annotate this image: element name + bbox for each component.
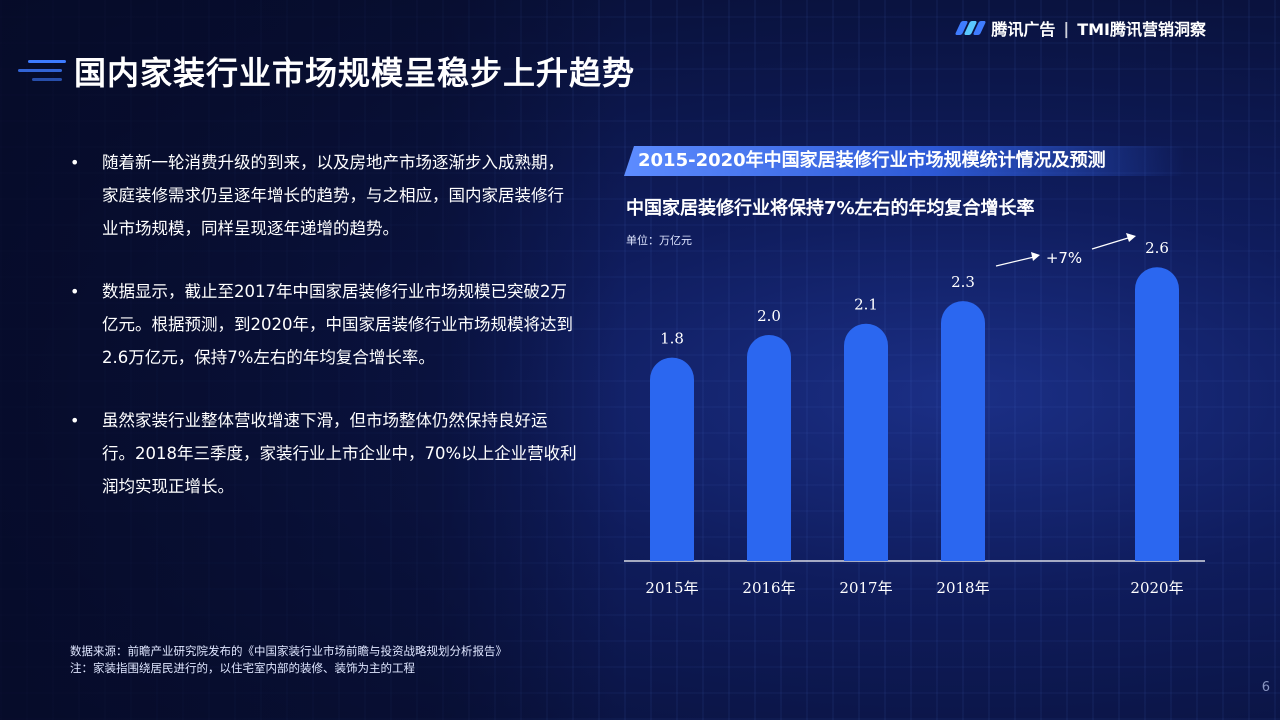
bar-value-label: 2.0	[757, 307, 781, 325]
bar-value-label: 1.8	[660, 330, 684, 348]
bullet-text: 数据显示，截止至2017年中国家居装修行业市场规模已突破2万亿元。根据预测，到2…	[102, 282, 573, 367]
page-title: 国内家装行业市场规模呈稳步上升趋势	[74, 54, 636, 92]
bullet-item: • 虽然家装行业整体营收增速下滑，但市场整体仍然保持良好运行。2018年三季度，…	[70, 404, 580, 503]
chart-title: 2015-2020年中国家居装修行业市场规模统计情况及预测	[638, 150, 1106, 171]
x-tick-label: 2020年	[1130, 579, 1183, 597]
bullet-text: 虽然家装行业整体营收增速下滑，但市场整体仍然保持良好运行。2018年三季度，家装…	[102, 411, 577, 496]
chart-unit-label: 单位：万亿元	[626, 234, 692, 247]
bar-value-label: 2.6	[1145, 239, 1169, 257]
growth-arrow-head-2	[1126, 233, 1136, 242]
bullet-marker: •	[70, 282, 80, 301]
growth-arrow-head-1	[1031, 252, 1040, 261]
bar-2017年	[844, 323, 888, 561]
chart-subtitle: 中国家居装修行业将保持7%左右的年均复合增长率	[626, 198, 1035, 219]
growth-arrow-line-2	[1091, 237, 1129, 250]
logo-separator: |	[1063, 18, 1070, 38]
bullet-item: • 随着新一轮消费升级的到来，以及房地产市场逐渐步入成熟期，家庭装修需求仍呈逐年…	[70, 146, 580, 245]
x-tick-label: 2015年	[645, 579, 698, 597]
title-accent-lines-icon	[18, 58, 66, 84]
background-shade	[0, 0, 620, 720]
source-note: 数据来源：前瞻产业研究院发布的《中国家装行业市场前瞻与投资战略规划分析报告》 注…	[70, 643, 507, 677]
bar-2018年	[941, 301, 985, 561]
brand-logo: 腾讯广告 | TMI腾讯营销洞察	[955, 16, 1206, 40]
bar-value-label: 2.3	[951, 273, 975, 291]
source-line: 数据来源：前瞻产业研究院发布的《中国家装行业市场前瞻与投资战略规划分析报告》	[70, 644, 507, 658]
bar-value-label: 2.1	[854, 296, 878, 314]
x-tick-label: 2018年	[936, 579, 989, 597]
note-line: 注：家装指围绕居民进行的，以住宅室内部的装修、装饰为主的工程	[70, 661, 415, 675]
bar-2016年	[747, 335, 791, 561]
logo-text: 腾讯广告	[991, 20, 1056, 39]
page-number: 6	[1261, 680, 1270, 695]
bullet-item: • 数据显示，截止至2017年中国家居装修行业市场规模已突破2万亿元。根据预测，…	[70, 275, 580, 374]
x-tick-label: 2016年	[742, 579, 795, 597]
bullet-marker: •	[70, 153, 80, 172]
bullet-list: • 随着新一轮消费升级的到来，以及房地产市场逐渐步入成熟期，家庭装修需求仍呈逐年…	[70, 146, 580, 533]
x-tick-label: 2017年	[839, 579, 892, 597]
bullet-marker: •	[70, 411, 80, 430]
bar-2020年	[1135, 267, 1179, 561]
growth-rate-annotation: +7%	[1046, 249, 1082, 267]
bullet-text: 随着新一轮消费升级的到来，以及房地产市场逐渐步入成熟期，家庭装修需求仍呈逐年增长…	[102, 153, 564, 238]
bar-2015年	[650, 357, 694, 561]
growth-arrow-line-1	[995, 256, 1035, 267]
chart-title-banner	[624, 146, 1184, 176]
logo-text-secondary: TMI腾讯营销洞察	[1077, 20, 1206, 39]
